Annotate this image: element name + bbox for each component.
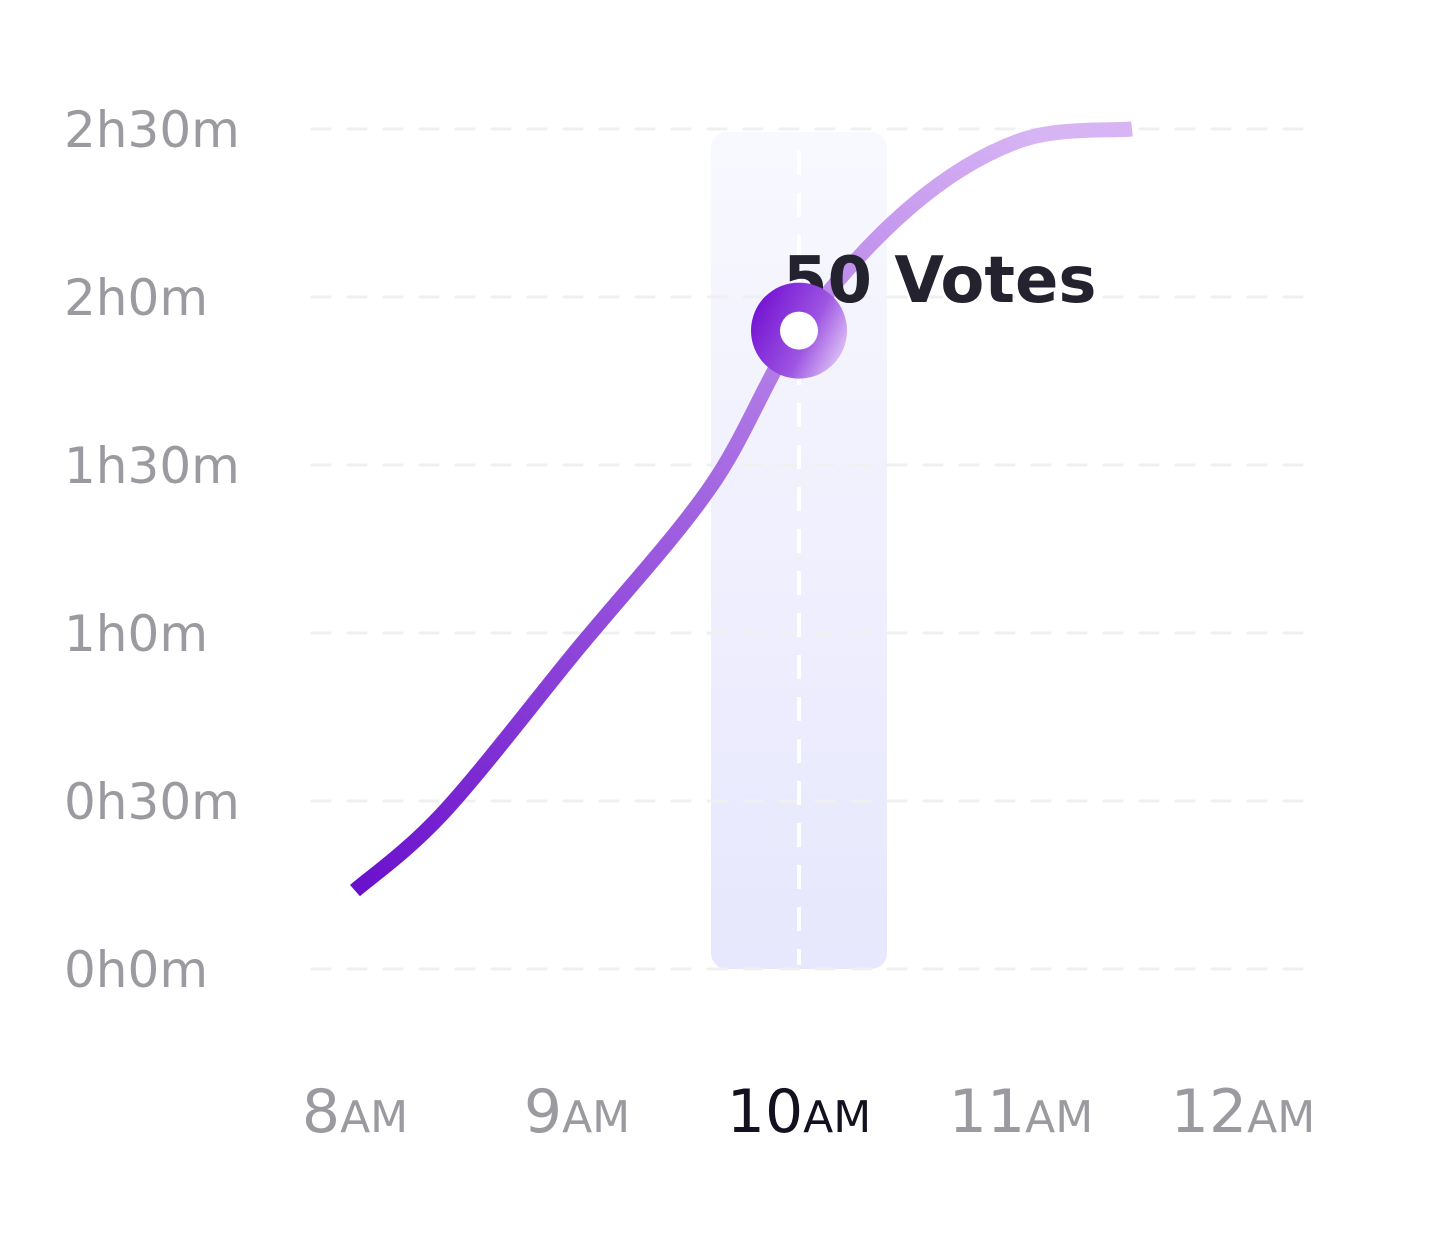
y-tick-label: 1h0m [64, 605, 208, 663]
y-tick-label: 0h30m [64, 773, 240, 831]
x-tick-label: 11AM [949, 1077, 1093, 1147]
y-tick-label: 2h30m [64, 101, 240, 159]
x-tick-label: 12AM [1171, 1077, 1315, 1147]
x-tick-label: 8AM [302, 1077, 408, 1147]
x-tick-label: 9AM [524, 1077, 630, 1147]
y-tick-label: 2h0m [64, 269, 208, 327]
x-tick-label: 10AM [727, 1077, 871, 1147]
y-tick-label: 0h0m [64, 941, 208, 999]
y-tick-label: 1h30m [64, 437, 240, 495]
series-line [350, 121, 1133, 897]
highlight-point-center [780, 311, 818, 350]
